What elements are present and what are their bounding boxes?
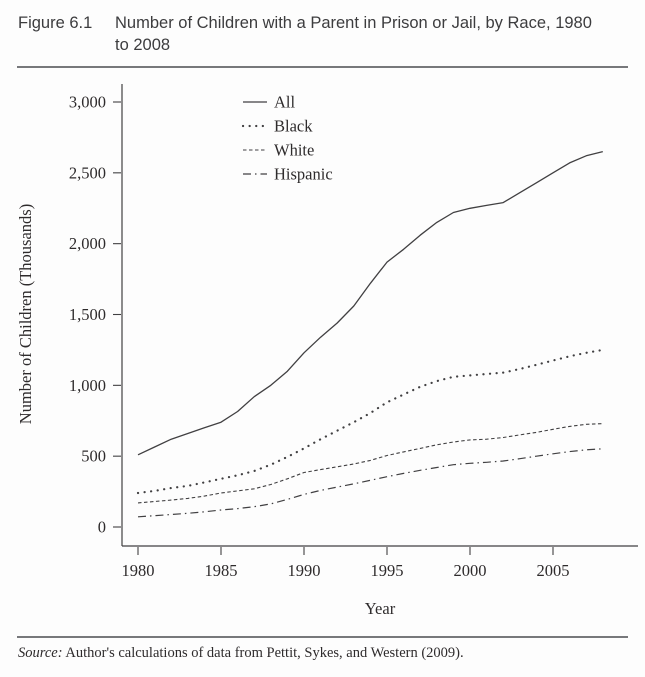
line-chart: Number of Children (Thousands) Year 1980… [16, 83, 638, 618]
series-line-hispanic [137, 447, 603, 517]
y-axis-title: Number of Children (Thousands) [16, 203, 35, 423]
y-tick-label: 0 [98, 517, 106, 536]
y-tick-label: 2,000 [69, 234, 106, 253]
y-tick-label: 2,500 [69, 163, 106, 182]
y-tick-label: 1,000 [69, 375, 106, 394]
source-text: Author's calculations of data from Petti… [62, 645, 464, 661]
x-tick-label: 2000 [454, 561, 487, 580]
legend-label-black: Black [274, 116, 313, 135]
header-rule [17, 65, 628, 68]
footer-rule [17, 636, 628, 638]
source-prefix: Source: [18, 645, 63, 661]
figure-label: Figure 6.1 [18, 14, 93, 32]
figure-header: Figure 6.1 Number of Children with a Par… [0, 0, 645, 57]
series-line-all [137, 150, 603, 455]
axis-ticks: 1980 1985 1990 1995 2000 2005 0 500 1,000 1,500 2,… [69, 92, 570, 580]
source-note: Source: Author's calculations of data fr… [18, 645, 464, 662]
series-line-white [137, 422, 603, 503]
series-line-black [136, 348, 604, 494]
data-series [136, 150, 604, 517]
y-tick-label: 1,500 [69, 305, 106, 324]
legend-label-white: White [274, 140, 314, 159]
x-tick-label: 1990 [288, 561, 321, 580]
x-tick-label: 1985 [205, 561, 238, 580]
legend-label-hispanic: Hispanic [274, 164, 333, 183]
chart-legend: All Black White Hispanic [241, 92, 333, 183]
legend-label-all: All [274, 92, 296, 111]
y-tick-label: 3,000 [69, 92, 106, 111]
x-axis-title: Year [365, 599, 396, 618]
figure-title: Number of Children with a Parent in Pris… [115, 14, 592, 55]
x-tick-label: 1980 [122, 561, 155, 580]
x-tick-label: 1995 [371, 561, 404, 580]
y-tick-label: 500 [81, 446, 106, 465]
x-tick-label: 2005 [537, 561, 570, 580]
